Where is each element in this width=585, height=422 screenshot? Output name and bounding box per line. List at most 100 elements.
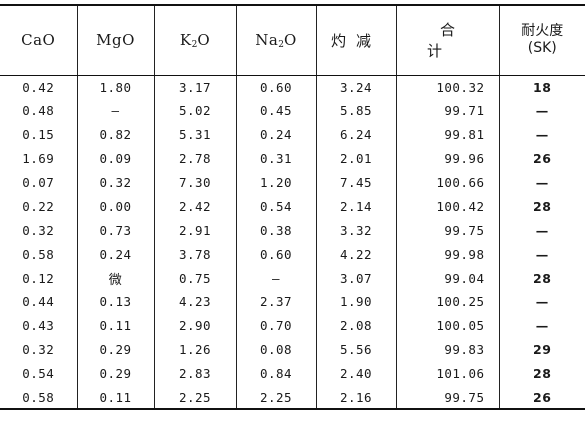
cell-k2o: 4.23 bbox=[154, 290, 237, 314]
cell-loss-on-ignition: 4.22 bbox=[316, 242, 397, 267]
cell-na2o: 0.24 bbox=[236, 122, 317, 147]
cell-loss-on-ignition: 5.56 bbox=[316, 337, 397, 362]
cell-k2o: 5.31 bbox=[154, 122, 237, 147]
cell-loss-on-ignition: 3.24 bbox=[316, 75, 397, 99]
cell-cao: 0.12 bbox=[0, 266, 78, 291]
cell-mgo: 0.09 bbox=[77, 146, 155, 171]
cell-total: 99.75 bbox=[396, 385, 500, 411]
table-row: 0.42 1.80 3.17 0.60 3.24 100.32 18 bbox=[0, 75, 585, 99]
cell-total: 100.66 bbox=[396, 170, 500, 195]
cell-total: 101.06 bbox=[396, 361, 500, 386]
cell-refractoriness: — bbox=[535, 127, 549, 143]
cell-refractoriness: 18 bbox=[533, 79, 552, 95]
cell-refractoriness: 28 bbox=[533, 366, 552, 382]
table-row: 0.48—5.02 0.45 5.85 99.71— bbox=[0, 98, 585, 123]
cell-mgo: 0.13 bbox=[77, 290, 155, 314]
cell-na2o: 0.54 bbox=[236, 194, 317, 219]
table-row: 1.69 0.09 2.78 0.31 2.01 99.96 26 bbox=[0, 146, 585, 171]
cell-loss-on-ignition: 2.16 bbox=[316, 385, 397, 411]
cell-total: 99.81 bbox=[396, 122, 500, 147]
cell-loss-on-ignition: 2.01 bbox=[316, 146, 397, 171]
cell-mgo: 0.11 bbox=[77, 313, 155, 338]
cell-cao: 0.07 bbox=[0, 170, 78, 195]
cell-cao: 0.43 bbox=[0, 313, 78, 338]
cell-cao: 0.42 bbox=[0, 75, 78, 99]
cell-total: 99.71 bbox=[396, 98, 500, 123]
cell-mgo: 0.32 bbox=[77, 170, 155, 195]
cell-total: 100.42 bbox=[396, 194, 500, 219]
cell-k2o: 2.90 bbox=[154, 313, 237, 338]
cell-cao: 0.54 bbox=[0, 361, 78, 386]
header-row: CaO MgO K2O Na2O 灼减 合计 耐火度 (SK) bbox=[0, 4, 585, 76]
cell-cao: 0.32 bbox=[0, 337, 78, 362]
cell-na2o: 0.84 bbox=[236, 361, 317, 386]
cell-refractoriness: 28 bbox=[533, 198, 552, 214]
cell-loss-on-ignition: 3.07 bbox=[316, 266, 397, 291]
cell-mgo: 1.80 bbox=[77, 75, 155, 99]
header-total: 合计 bbox=[396, 4, 500, 76]
table-row: 0.58 0.11 2.25 2.25 2.16 99.75 26 bbox=[0, 385, 585, 411]
cell-refractoriness: — bbox=[535, 318, 549, 334]
cell-na2o: 0.60 bbox=[236, 242, 317, 267]
cell-k2o: 2.91 bbox=[154, 218, 237, 243]
cell-total: 99.96 bbox=[396, 146, 500, 171]
header-cao: CaO bbox=[0, 4, 78, 76]
table-row: 0.32 0.29 1.26 0.08 5.56 99.83 29 bbox=[0, 337, 585, 362]
cell-k2o: 2.78 bbox=[154, 146, 237, 171]
cell-refractoriness: — bbox=[535, 103, 549, 119]
cell-k2o: 2.42 bbox=[154, 194, 237, 219]
cell-k2o: 5.02 bbox=[154, 98, 237, 123]
cell-k2o: 2.83 bbox=[154, 361, 237, 386]
header-k2o: K2O bbox=[154, 4, 237, 76]
table-row: 0.58 0.24 3.78 0.60 4.22 99.98 — bbox=[0, 242, 585, 267]
cell-refractoriness: 26 bbox=[499, 385, 585, 411]
table-row: 0.15 0.82 5.31 0.24 6.24 99.81 — bbox=[0, 122, 585, 147]
cell-loss-on-ignition: 2.40 bbox=[316, 361, 397, 386]
cell-total: 99.98 bbox=[396, 242, 500, 267]
cell-loss-on-ignition: 1.90 bbox=[316, 290, 397, 314]
cell-na2o: — bbox=[236, 266, 317, 291]
cell-loss-on-ignition: 3.32 bbox=[316, 218, 397, 243]
cell-na2o: 2.37 bbox=[236, 290, 317, 314]
cell-na2o: 0.08 bbox=[236, 337, 317, 362]
cell-na2o: 1.20 bbox=[236, 170, 317, 195]
cell-total: 100.32 bbox=[396, 75, 500, 99]
cell-na2o: 2.25 bbox=[236, 385, 317, 411]
table-row: 0.43 0.11 2.90 0.70 2.08 100.05 — bbox=[0, 313, 585, 338]
cell-cao: 0.58 bbox=[0, 385, 78, 411]
table-header: CaO MgO K2O Na2O 灼减 合计 耐火度 (SK) bbox=[0, 4, 585, 76]
cell-mgo: 0.11 bbox=[77, 385, 155, 411]
cell-mgo: 微 bbox=[77, 266, 155, 291]
cell-cao: 0.22 bbox=[0, 194, 78, 219]
cell-mgo: 0.29 bbox=[77, 337, 155, 362]
cell-loss-on-ignition: 2.08 bbox=[316, 313, 397, 338]
cell-mgo: 0.24 bbox=[77, 242, 155, 267]
cell-refractoriness: — bbox=[535, 294, 549, 310]
cell-mgo: — bbox=[77, 98, 155, 123]
cell-total: 100.25 bbox=[396, 290, 500, 314]
cell-mgo: 0.82 bbox=[77, 122, 155, 147]
cell-mgo: 0.73 bbox=[77, 218, 155, 243]
cell-cao: 0.58 bbox=[0, 242, 78, 267]
cell-loss-on-ignition: 5.85 bbox=[316, 98, 397, 123]
table-row: 0.54 0.29 2.83 0.84 2.40 101.06 28 bbox=[0, 361, 585, 386]
table-row: 0.22 0.00 2.42 0.54 2.14 100.42 28 bbox=[0, 194, 585, 219]
cell-mgo: 0.00 bbox=[77, 194, 155, 219]
cell-refractoriness: 28 bbox=[533, 270, 552, 286]
cell-na2o: 0.38 bbox=[236, 218, 317, 243]
cell-na2o: 0.60 bbox=[236, 75, 317, 99]
cell-k2o: 3.78 bbox=[154, 242, 237, 267]
cell-k2o: 2.25 bbox=[154, 385, 237, 411]
cell-total: 100.05 bbox=[396, 313, 500, 338]
cell-na2o: 0.45 bbox=[236, 98, 317, 123]
header-loss-on-ignition: 灼减 bbox=[316, 4, 397, 76]
table-body: 0.42 1.80 3.17 0.60 3.24 100.32 18 0.48—5.02 0.4… bbox=[0, 75, 585, 411]
cell-loss-on-ignition: 7.45 bbox=[316, 170, 397, 195]
cell-total: 99.75 bbox=[396, 218, 500, 243]
cell-refractoriness: 29 bbox=[533, 342, 552, 358]
table-row: 0.07 0.32 7.30 1.20 7.45 100.66 — bbox=[0, 170, 585, 195]
table-row: 0.44 0.13 4.23 2.37 1.90 100.25 — bbox=[0, 290, 585, 314]
cell-na2o: 0.70 bbox=[236, 313, 317, 338]
cell-cao: 0.32 bbox=[0, 218, 78, 243]
header-refractoriness: 耐火度 (SK) bbox=[499, 4, 585, 76]
